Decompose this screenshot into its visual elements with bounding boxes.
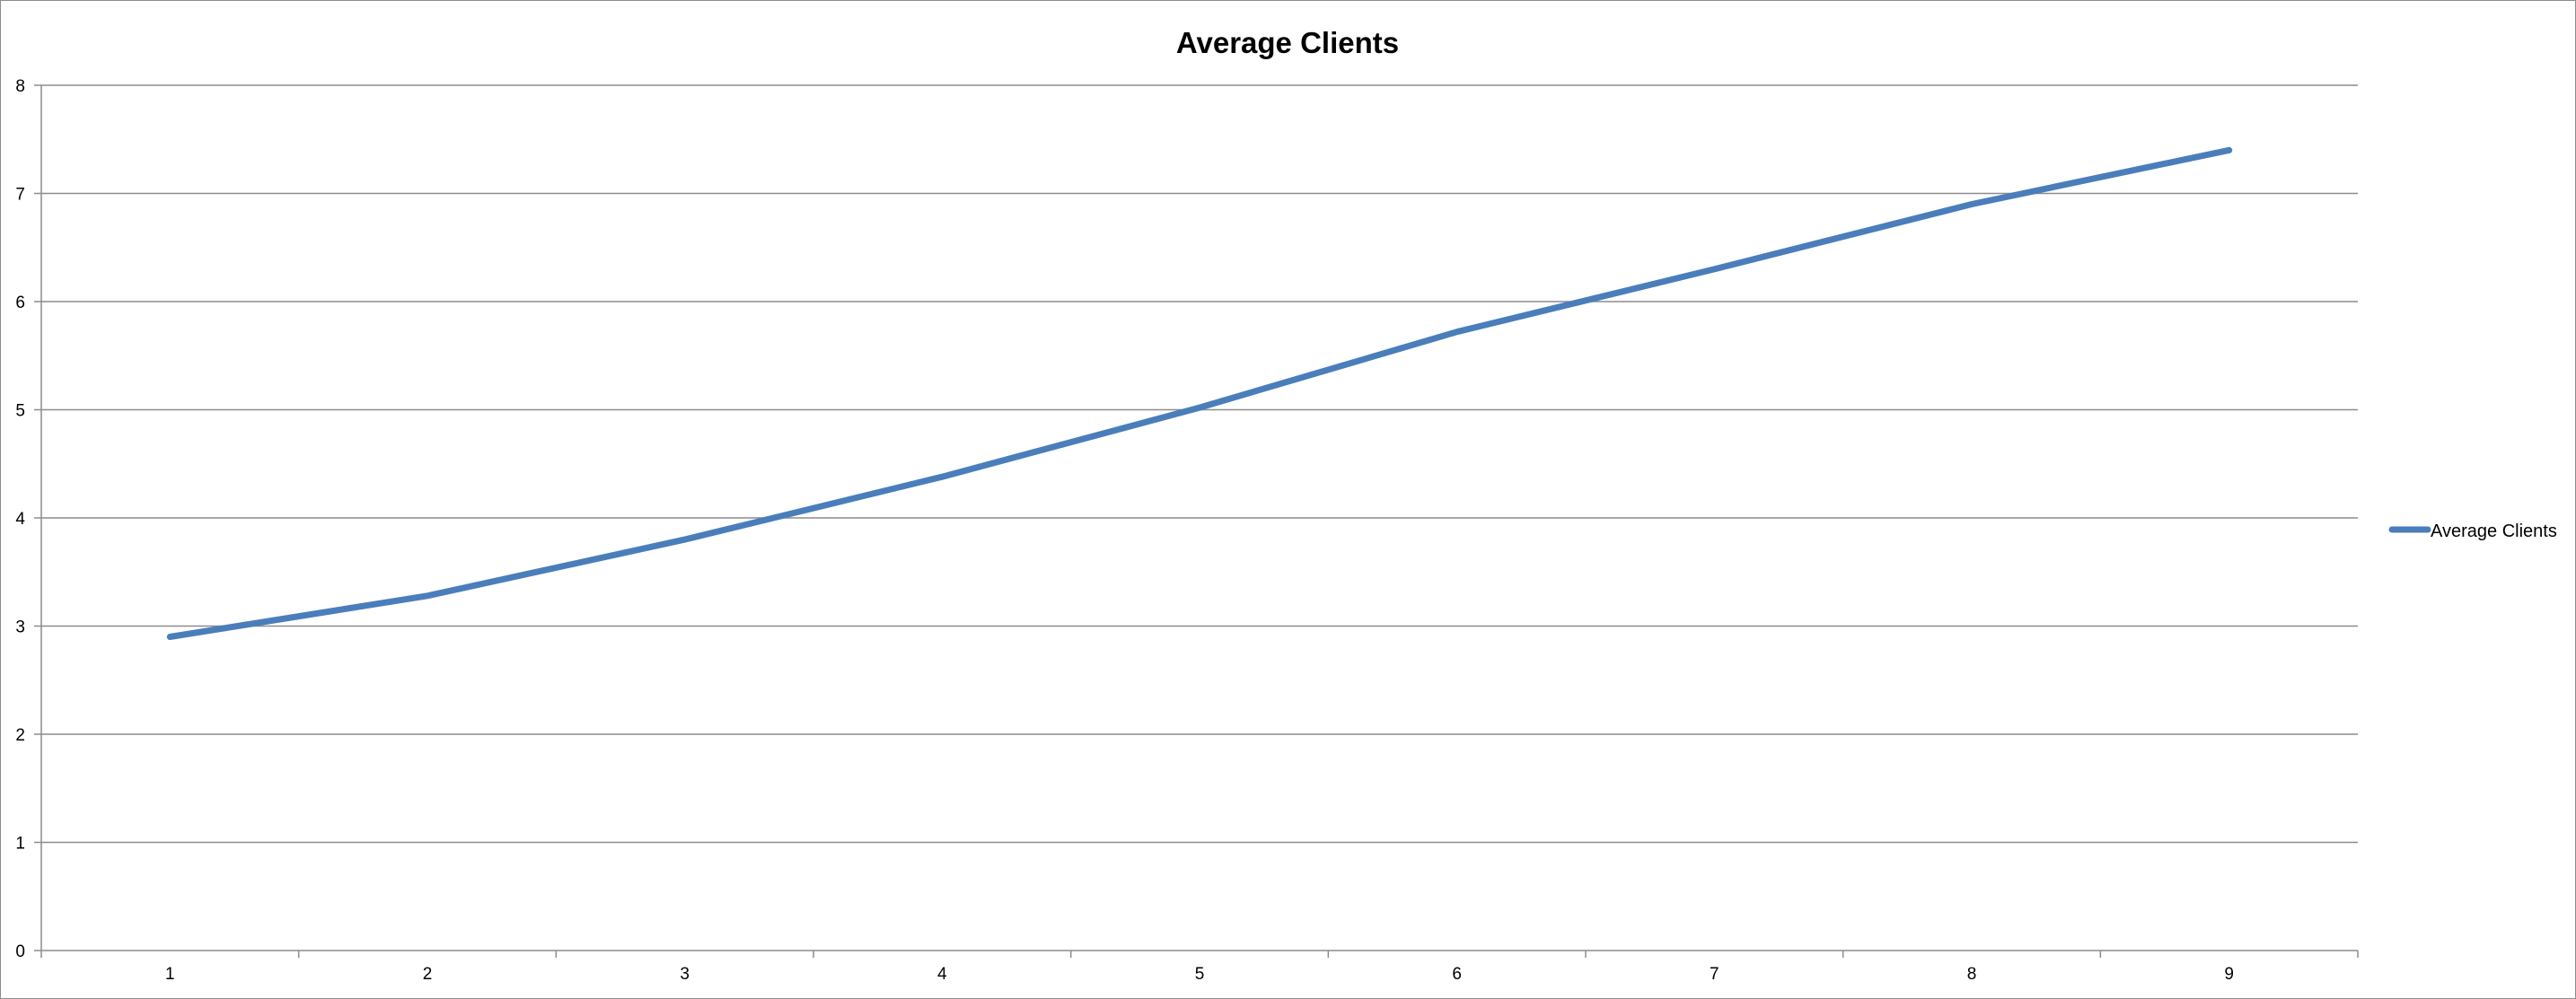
y-tick-label-0: 0: [15, 942, 25, 961]
x-tick-label-8: 8: [1967, 965, 1977, 984]
x-tick-label-7: 7: [1710, 965, 1719, 984]
y-tick-label-6: 6: [15, 294, 25, 312]
x-tick-label-6: 6: [1452, 965, 1462, 984]
x-tick-labels: 1 2 3 4 5 6 7 8 9: [165, 965, 2234, 984]
legend[interactable]: Average Clients: [2388, 521, 2557, 541]
y-tick-labels: 0 1 2 3 4 5 6 7 8: [15, 77, 25, 961]
y-tick-label-5: 5: [15, 402, 25, 421]
x-tick-label-9: 9: [2224, 965, 2234, 984]
series-lines: [166, 146, 2233, 640]
y-tick-label-3: 3: [15, 618, 25, 637]
y-tick-label-8: 8: [15, 77, 25, 96]
legend-label: Average Clients: [2431, 521, 2557, 541]
y-tick-label-2: 2: [15, 726, 25, 745]
y-tick-label-7: 7: [15, 186, 25, 205]
x-tick-label-4: 4: [937, 965, 947, 984]
chart-title: Average Clients: [1176, 26, 1399, 59]
x-tick-label-2: 2: [423, 965, 433, 984]
series-line-0: [166, 146, 2233, 640]
x-tick-label-1: 1: [165, 965, 175, 984]
y-tick-label-1: 1: [15, 835, 25, 854]
x-tick-label-3: 3: [680, 965, 690, 984]
y-tick-label-4: 4: [15, 510, 25, 529]
axes: [34, 84, 2359, 958]
x-tick-label-5: 5: [1195, 965, 1205, 984]
